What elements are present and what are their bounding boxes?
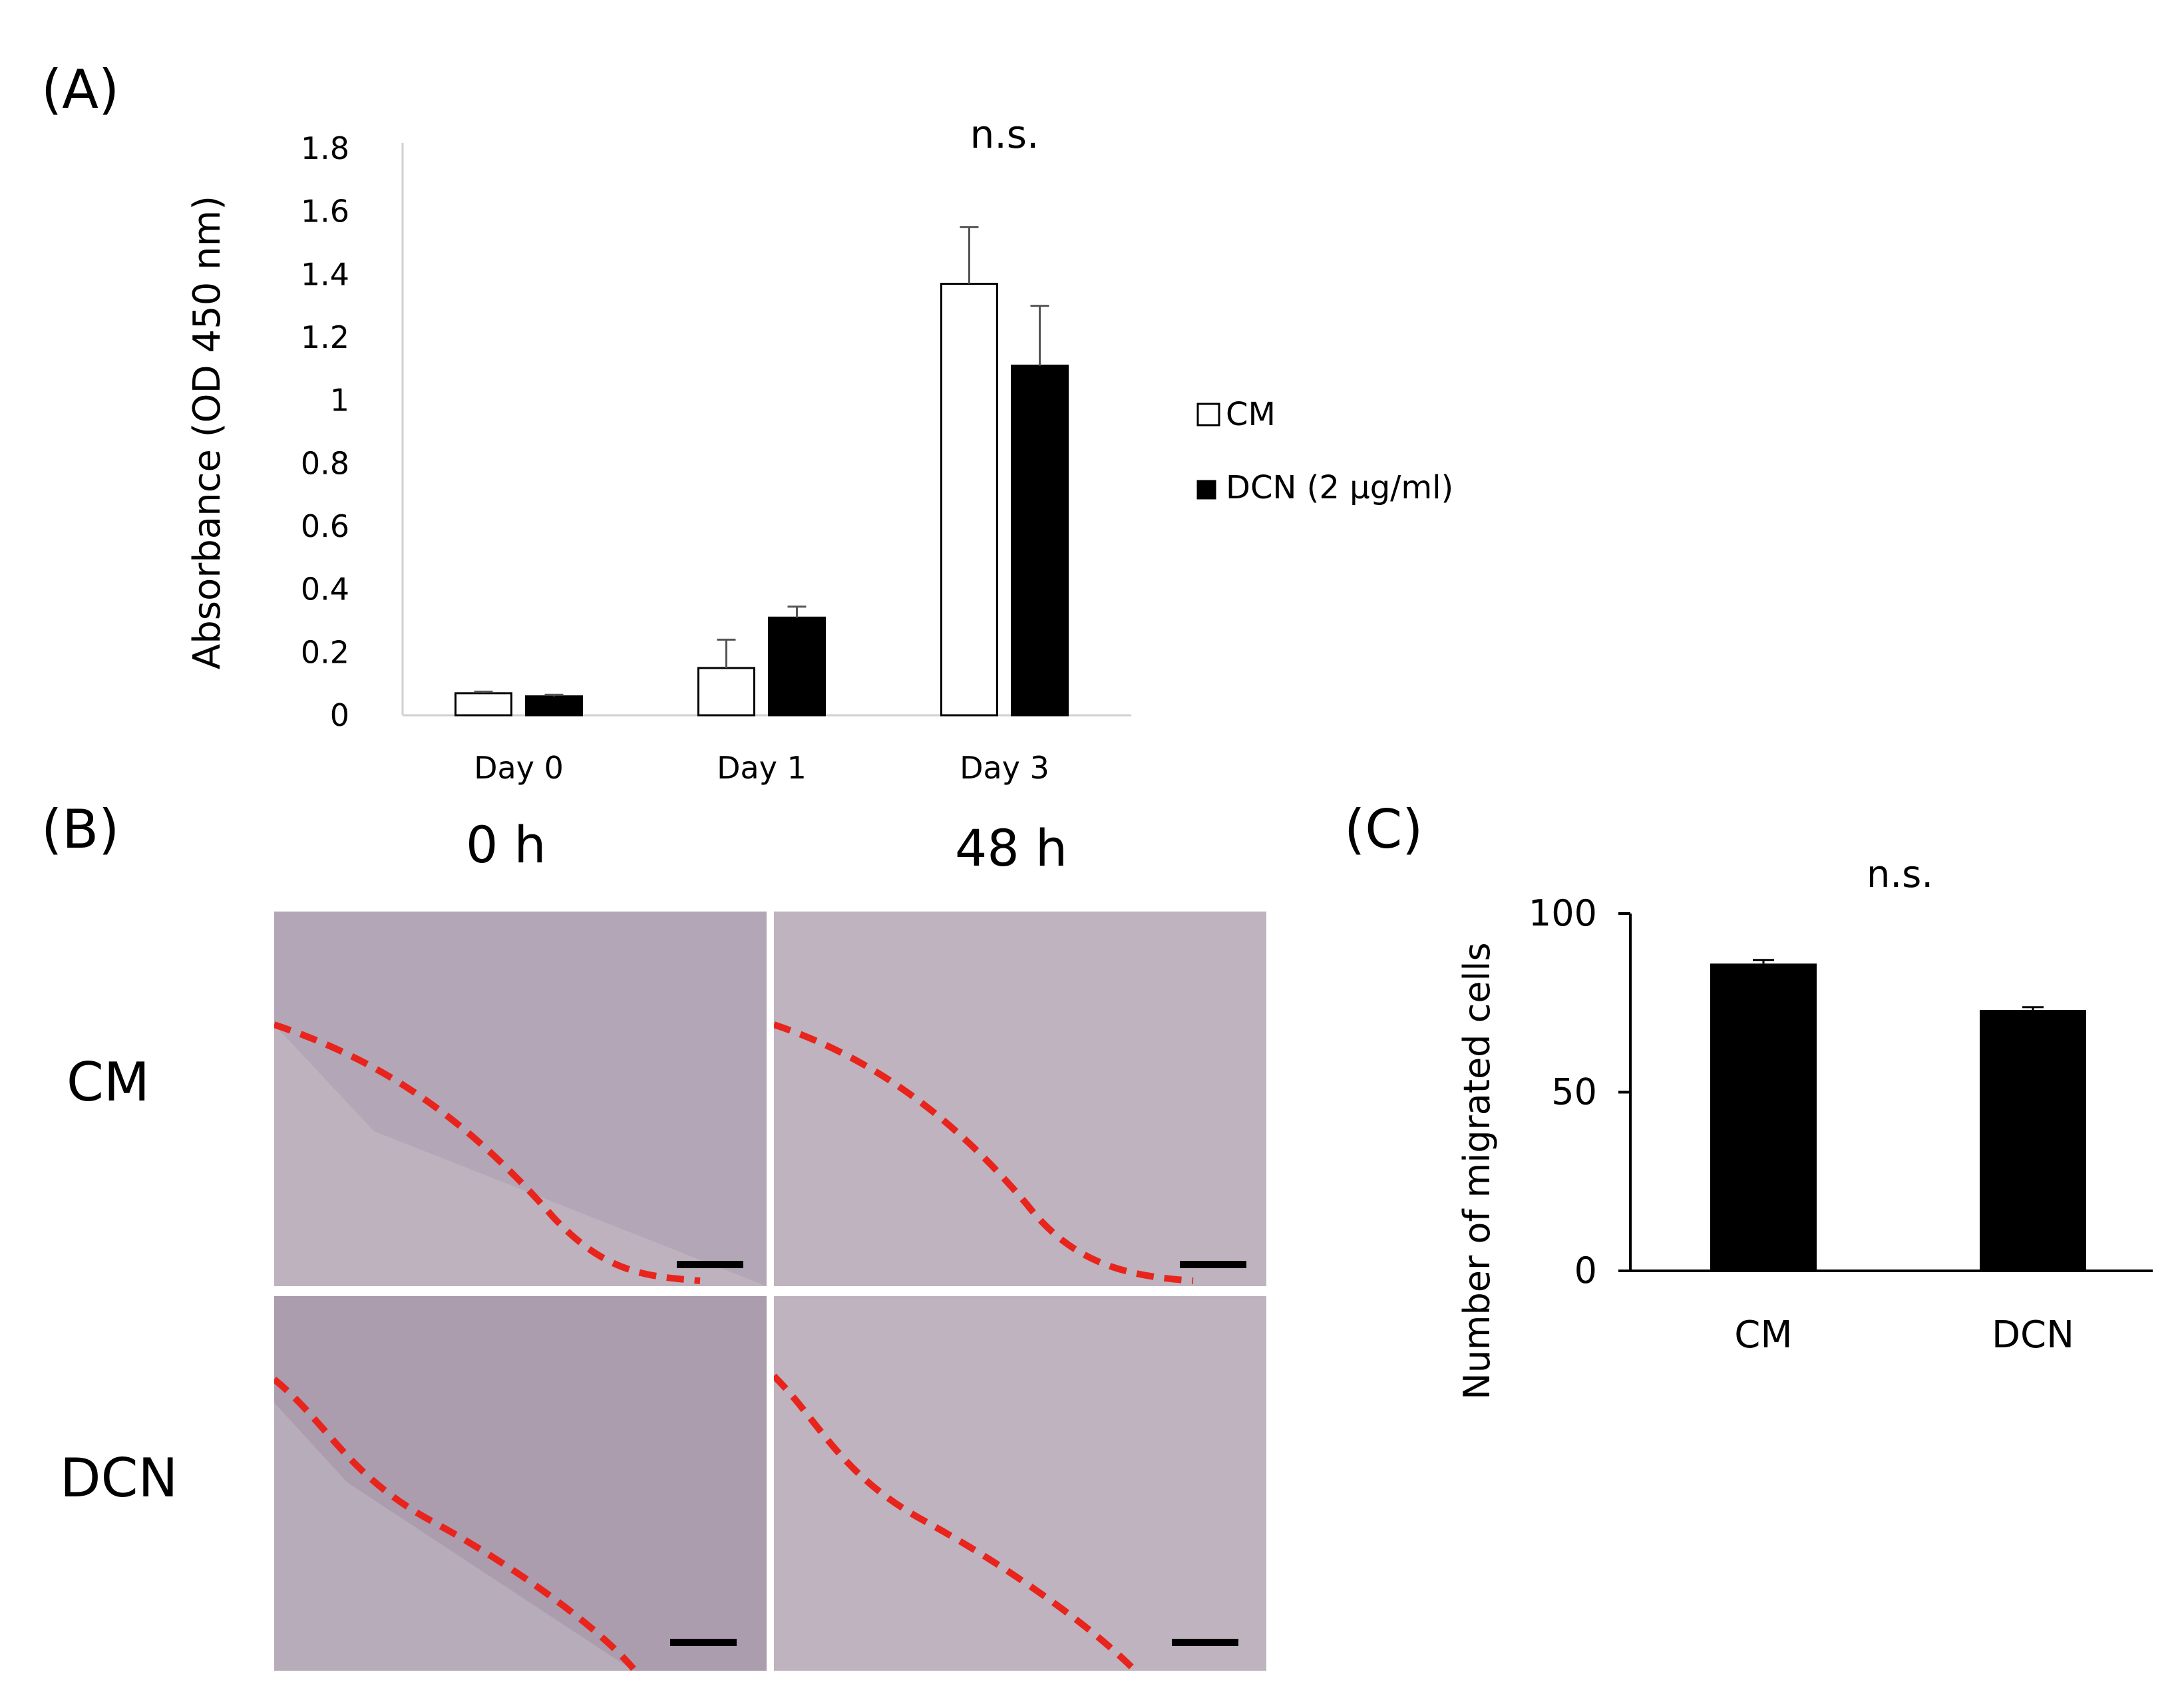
wound-boundary-line (774, 1373, 1136, 1671)
panel-label-b: (B) (41, 798, 120, 860)
y-tick-label: 1.2 (301, 319, 349, 355)
wound-boundary-line (774, 1021, 1194, 1284)
column-header-0h: 0 h (466, 815, 546, 874)
y-tick-label: 0.2 (301, 634, 349, 670)
x-tick-label: Day 0 (474, 750, 564, 786)
bar-dcn (1980, 1009, 2086, 1271)
panel-c-chart: 0 50 100 Number of migrated cells CM DCN n.s. (1456, 853, 2153, 1397)
scale-bar (1180, 1261, 1246, 1268)
y-tick-label: 100 (1529, 892, 1597, 934)
scale-bar (1172, 1639, 1238, 1646)
bar-cm (455, 692, 512, 717)
y-tick-label: 0.6 (301, 508, 349, 544)
y-tick-label: 1.8 (301, 130, 349, 166)
row-label-dcn: DCN (60, 1447, 178, 1509)
row-label-cm: CM (67, 1051, 150, 1113)
micrograph-dcn-48h (774, 1296, 1266, 1671)
x-tick-label: CM (1734, 1313, 1792, 1357)
bar-dcn (525, 695, 583, 717)
significance-label: n.s. (970, 112, 1039, 157)
panel-label-a: (A) (41, 59, 120, 120)
x-tick-label: DCN (1992, 1313, 2074, 1357)
wound-boundary-line (274, 1021, 701, 1284)
significance-label: n.s. (1867, 853, 1933, 896)
bar-dcn (1011, 365, 1069, 717)
y-tick-label: 0.8 (301, 445, 349, 481)
bar-dcn (768, 616, 826, 717)
panel-label-c: (C) (1344, 798, 1423, 860)
micrograph-cm-48h (774, 912, 1266, 1286)
bar-cm (940, 283, 998, 717)
y-tick-label: 0 (330, 697, 349, 733)
migration-chart-plot: 0 50 100 Number of migrated cells CM DCN n.s. (1456, 853, 2153, 1397)
scale-bar (677, 1261, 743, 1268)
bar-cm (697, 667, 755, 717)
x-tick-label: Day 1 (717, 750, 807, 786)
x-tick-label: Day 3 (960, 750, 1049, 786)
legend-swatch-dcn (1196, 480, 1216, 500)
panel-a-chart: 0 0.2 0.4 0.6 0.8 1 1.2 1.4 1.6 1.8 Absorbance (OD… (186, 112, 1453, 786)
y-axis-label: Absorbance (OD 450 nm) (186, 196, 229, 669)
y-tick-label: 0.4 (301, 572, 349, 607)
absorbance-chart-plot: 0 0.2 0.4 0.6 0.8 1 1.2 1.4 1.6 1.8 Absorbance (OD… (186, 112, 1453, 786)
legend-swatch-cm (1196, 403, 1220, 426)
y-tick-label: 0 (1574, 1250, 1597, 1291)
y-tick-label: 1.6 (301, 194, 349, 230)
y-tick-label: 1 (330, 383, 349, 419)
column-header-48h: 48 h (955, 818, 1068, 878)
legend-label: CM (1226, 396, 1276, 433)
legend-label: DCN (2 μg/ml) (1226, 469, 1453, 506)
y-axis-label: Number of migrated cells (1456, 942, 1498, 1397)
y-tick-label: 50 (1551, 1071, 1597, 1113)
bar-cm (1710, 963, 1817, 1271)
y-tick-label: 1.4 (301, 256, 349, 292)
wound-boundary-line (274, 1377, 636, 1671)
scale-bar (670, 1639, 737, 1646)
micrograph-dcn-0h (274, 1296, 767, 1671)
micrograph-cm-0h (274, 912, 767, 1286)
